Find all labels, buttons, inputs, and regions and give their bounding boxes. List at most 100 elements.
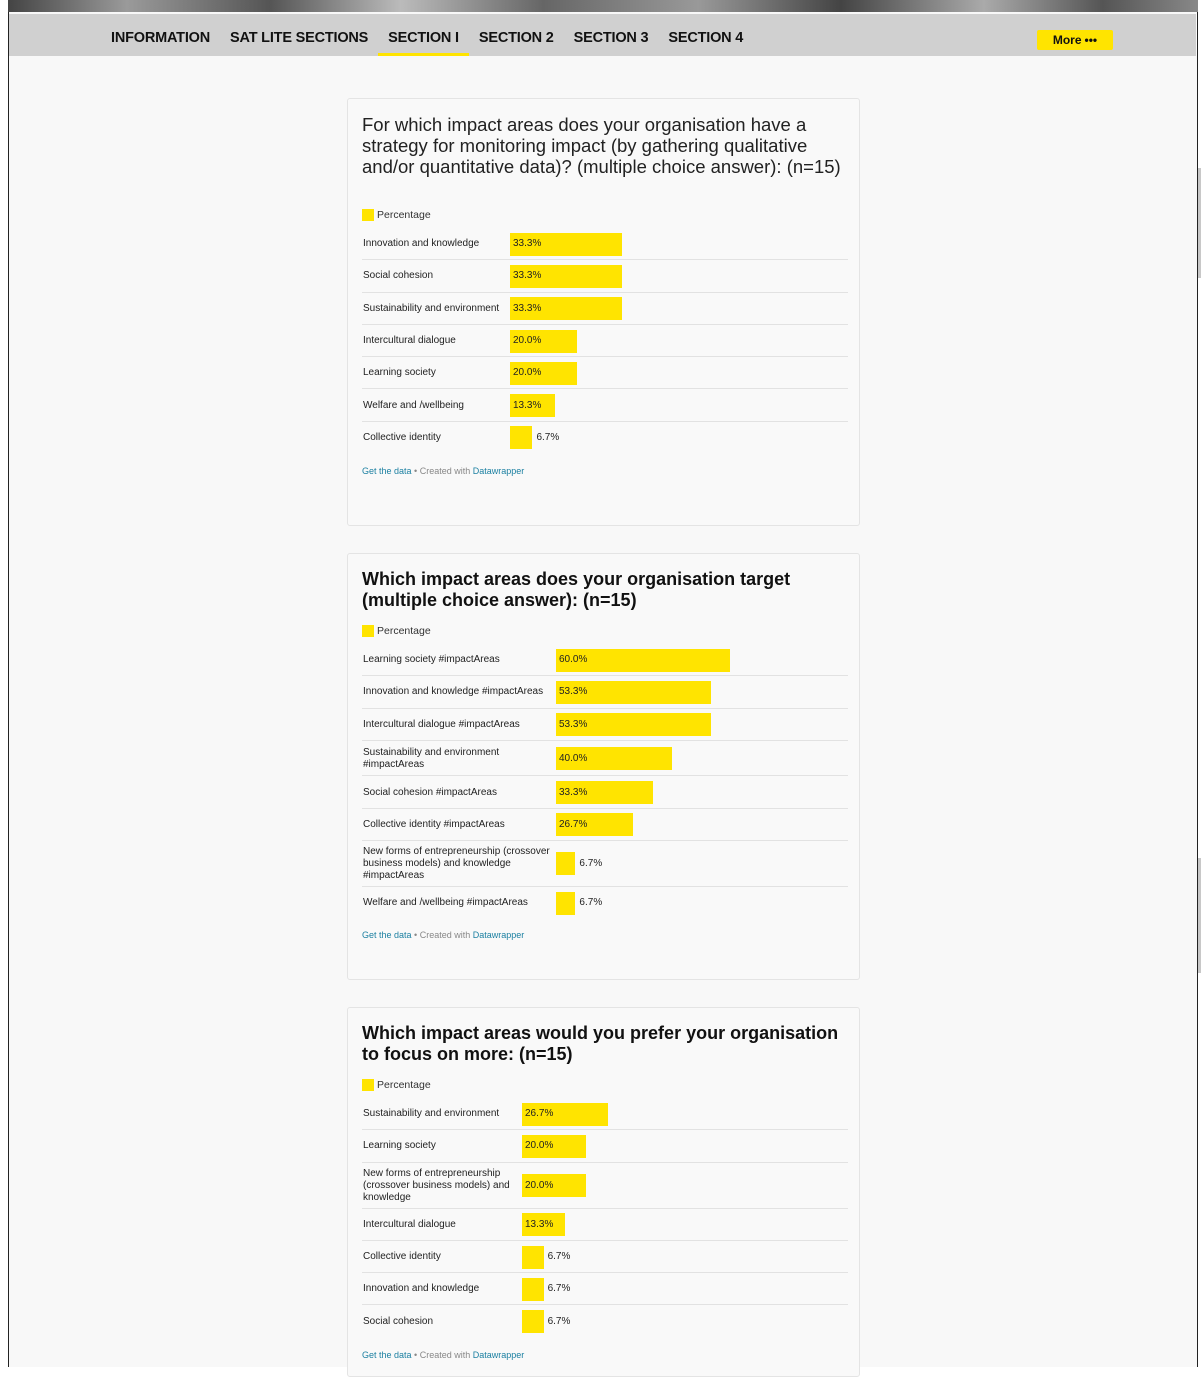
legend-swatch <box>362 1079 374 1091</box>
chart-footer: Get the data • Created with Datawrapper <box>362 1350 524 1360</box>
value-label: 20.0% <box>525 1140 554 1152</box>
bar-row: New forms of entrepreneurship (crossover… <box>362 1163 848 1209</box>
value-label: 26.7% <box>525 1108 554 1120</box>
category-label: Innovation and knowledge #impactAreas <box>363 686 544 698</box>
bar-row: Collective identity #impactAreas 26.7% <box>362 809 848 841</box>
legend: Percentage <box>362 209 431 221</box>
nav-item-section-4[interactable]: SECTION 4 <box>668 30 744 46</box>
get-the-data-link[interactable]: Get the data <box>362 1350 412 1360</box>
datawrapper-link[interactable]: Datawrapper <box>472 1350 525 1360</box>
category-label: Innovation and knowledge <box>363 238 480 250</box>
chart-card-target-areas: Which impact areas does your organisatio… <box>347 553 860 980</box>
datawrapper-link[interactable]: Datawrapper <box>472 930 525 940</box>
category-label: Social cohesion #impactAreas <box>363 786 497 798</box>
bar-row: Learning society 20.0% <box>362 357 848 390</box>
value-label: 60.0% <box>559 654 588 666</box>
category-label: Sustainability and environment <box>363 302 500 314</box>
bar <box>556 747 672 771</box>
chart-card-preferred-focus: Which impact areas would you prefer your… <box>347 1007 860 1377</box>
bar-row: New forms of entrepreneurship (crossover… <box>362 841 848 887</box>
bar-rows: Learning society #impactAreas 60.0% Innova… <box>362 644 848 919</box>
value-label: 20.0% <box>513 335 542 347</box>
scrollbar-thumb[interactable] <box>1198 168 1201 278</box>
value-label: 20.0% <box>525 1179 554 1191</box>
bar <box>510 297 622 321</box>
bar <box>522 1310 544 1334</box>
bar <box>510 394 555 418</box>
get-the-data-link[interactable]: Get the data <box>362 466 412 476</box>
category-label: Welfare and /wellbeing #impactAreas <box>363 897 528 909</box>
nav-item-sat-lite-sections[interactable]: SAT LITE SECTIONS <box>230 30 369 46</box>
bar-row: Innovation and knowledge #impactAreas 53.… <box>362 676 848 709</box>
bar <box>510 361 577 385</box>
bar-row: Sustainability and environment #impactAr… <box>362 741 848 777</box>
bar-row: Sustainability and environment 33.3% <box>362 293 848 325</box>
bar <box>556 813 634 837</box>
bar <box>522 1213 565 1237</box>
bar-row: Welfare and /wellbeing 13.3% <box>362 389 848 422</box>
bar-row: Collective identity 6.7% <box>362 422 848 454</box>
value-label: 6.7% <box>536 431 560 443</box>
bar <box>522 1277 544 1301</box>
datawrapper-link[interactable]: Datawrapper <box>472 466 525 476</box>
category-label: Intercultural dialogue <box>363 335 456 347</box>
scrollbar-thumb-secondary[interactable] <box>1198 858 1201 973</box>
bar-row: Social cohesion 6.7% <box>362 1305 848 1337</box>
bar <box>510 232 622 256</box>
category-label: Intercultural dialogue #impactAreas <box>363 718 520 730</box>
value-label: 6.7% <box>579 897 603 909</box>
value-label: 53.3% <box>559 686 588 698</box>
chart-footer: Get the data • Created with Datawrapper <box>362 930 524 940</box>
value-label: 33.3% <box>513 302 542 314</box>
bar <box>522 1245 544 1269</box>
value-label: 13.3% <box>525 1218 554 1230</box>
bar-row: Social cohesion #impactAreas 33.3% <box>362 776 848 809</box>
chart-title: Which impact areas does your organisatio… <box>362 569 791 610</box>
bar-rows: Sustainability and environment 26.7% Learn… <box>362 1098 848 1338</box>
value-label: 26.7% <box>559 818 588 830</box>
value-label: 33.3% <box>513 270 542 282</box>
category-label: Learning society <box>363 367 436 379</box>
bar-row: Social cohesion 33.3% <box>362 260 848 293</box>
category-label: Social cohesion <box>363 270 434 282</box>
more-dots-icon: ••• <box>1084 33 1098 47</box>
bar-row: Intercultural dialogue #impactAreas 53.3% <box>362 709 848 741</box>
nav-item-information[interactable]: INFORMATION <box>111 30 211 46</box>
value-label: 6.7% <box>547 1283 571 1295</box>
category-label: Sustainability and environment <box>363 1108 500 1120</box>
bar <box>556 891 576 915</box>
nav-item-section-i[interactable]: SECTION I <box>378 14 469 56</box>
value-label: 6.7% <box>547 1251 571 1263</box>
bar <box>556 781 653 805</box>
legend-swatch <box>362 209 374 221</box>
nav-item-section-2[interactable]: SECTION 2 <box>478 30 554 46</box>
bar-row: Innovation and knowledge 6.7% <box>362 1273 848 1306</box>
bar <box>510 264 622 288</box>
value-label: 6.7% <box>579 857 603 869</box>
category-label: Social cohesion <box>363 1315 434 1327</box>
category-label: Learning society #impactAreas <box>363 654 500 666</box>
value-label: 13.3% <box>513 399 542 411</box>
legend-label: Percentage <box>377 1079 431 1091</box>
get-the-data-link[interactable]: Get the data <box>362 930 412 940</box>
bar <box>522 1134 587 1158</box>
category-label: Welfare and /wellbeing <box>363 399 464 411</box>
category-label: Learning society <box>363 1140 436 1152</box>
more-button[interactable]: More ••• <box>1037 30 1113 50</box>
category-label: Intercultural dialogue <box>363 1218 456 1230</box>
value-label: 6.7% <box>547 1315 571 1327</box>
legend-swatch <box>362 625 374 637</box>
legend-label: Percentage <box>377 625 431 637</box>
bar-row: Intercultural dialogue 20.0% <box>362 325 848 358</box>
value-label: 53.3% <box>559 718 588 730</box>
legend: Percentage <box>362 625 431 637</box>
chart-title: Which impact areas would you prefer your… <box>362 1023 839 1064</box>
value-label: 33.3% <box>513 238 542 250</box>
bar <box>556 680 711 704</box>
bar <box>556 852 576 876</box>
bar <box>522 1174 587 1198</box>
nav-item-section-3[interactable]: SECTION 3 <box>573 30 649 46</box>
bar-row: Intercultural dialogue 13.3% <box>362 1209 848 1241</box>
category-label: New forms of entrepreneurship (crossover… <box>363 1167 510 1203</box>
legend: Percentage <box>362 1079 431 1091</box>
